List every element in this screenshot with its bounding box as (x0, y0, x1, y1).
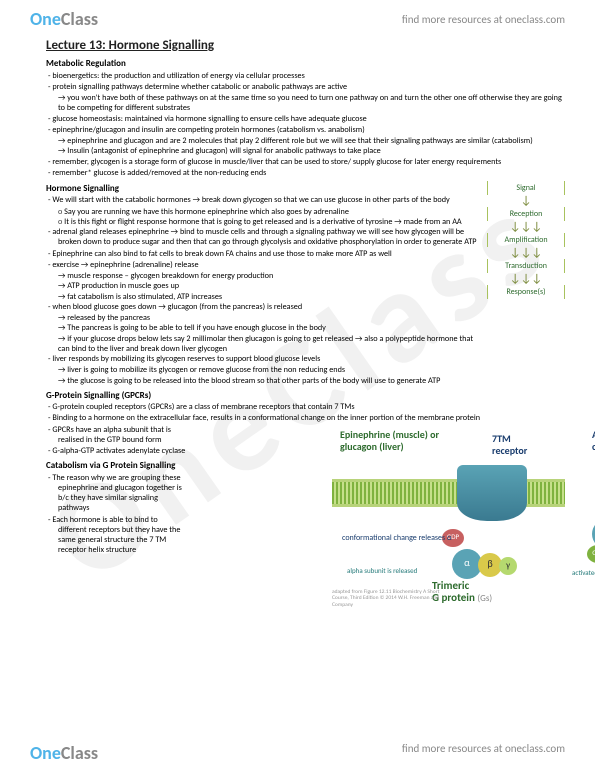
gp-b4: G-alpha-GTP activates adenylate cyclase (58, 446, 186, 456)
mr-b3: glucose homeostasis: maintained via horm… (58, 114, 565, 124)
mr-b4: epinephrine/glucagon and insulin are com… (58, 125, 565, 135)
signal-cascade: Signal ↓ Reception ↓↓↓ Amplification ↓↓↓… (487, 181, 565, 299)
hs-b4: exercise → epinephrine (adrenaline) rele… (58, 260, 481, 270)
footer-link[interactable]: find more resources at oneclass.com (402, 742, 565, 764)
dia-note4: activated (572, 569, 595, 578)
hs-b4b: ATP production in muscle goes up (46, 281, 481, 291)
hs-b6: liver responds by mobilizing its glycoge… (58, 354, 481, 364)
dia-rec: 7TM receptor (492, 433, 527, 458)
hs-b6b: the glucose is going to be released into… (46, 376, 481, 386)
hs-b5: when blood glucose goes down → glucagon … (58, 302, 481, 312)
dia-src: adapted from Figure 12.11 Biochemistry A… (332, 589, 442, 610)
receptor-shape (457, 465, 527, 521)
site-logo: OneClass (30, 8, 98, 30)
hs-c1: Say you are running we have this hormone… (70, 207, 481, 217)
mr-b1: bioenergetics: the production and utiliz… (58, 71, 565, 81)
arrow-icon: ↓ (487, 197, 565, 205)
sig-trans: Transduction (487, 259, 565, 273)
section-metabolic: Metabolic Regulation (46, 58, 565, 69)
hs-b5c: if your glucose drops below lets say 2 m… (46, 334, 481, 355)
mr-b5: remember, glycogen is a storage form of … (58, 157, 565, 167)
hs-b5b: The pancreas is going to be able to tell… (46, 323, 481, 333)
sig-reception: Reception (487, 207, 565, 221)
hs-b2: adrenal gland releases epinephrine → bin… (58, 227, 481, 248)
dia-note1: conformational change releases α (342, 533, 451, 543)
mr-b6: remember* glucose is added/removed at th… (58, 168, 565, 178)
gpcr-diagram: Epinephrine (muscle) or glucagon (liver)… (192, 429, 565, 604)
hs-b1: We will start with the catabolic hormone… (58, 195, 481, 205)
gtp-label: GTP (587, 545, 595, 563)
cat-b2: Each hormone is able to bind to differen… (58, 515, 186, 556)
arrow-icon: ↓↓↓ (487, 249, 565, 257)
gp-b3: GPCRs have an alpha subunit that is real… (58, 425, 186, 446)
hs-b4a: muscle response – glycogen breakdown for… (46, 271, 481, 281)
dia-note2: alpha subunit is released (347, 567, 417, 576)
section-cat: Catabolism via G Protein Signalling (46, 460, 186, 471)
page-content: Lecture 13: Hormone Signalling Metabolic… (0, 34, 595, 614)
mr-b4b: Insulin (antagonist of epinephrine and g… (46, 146, 565, 156)
membrane (332, 479, 565, 507)
sig-amp: Amplification (487, 233, 565, 247)
sig-resp: Response(s) (487, 285, 565, 299)
section-gp: G-Protein Signalling (GPCRs) (46, 390, 565, 401)
gp-b2: Binding to a hormone on the extracellula… (58, 413, 565, 423)
metabolic-list: bioenergetics: the production and utiliz… (46, 71, 565, 93)
hs-b5a: released by the pancreas (46, 313, 481, 323)
mr-b2a: you won't have both of these pathways on… (46, 93, 565, 114)
footer: OneClass find more resources at oneclass… (0, 742, 595, 764)
arrow-icon: ↓↓↓ (487, 223, 565, 231)
lecture-title: Lecture 13: Hormone Signalling (46, 38, 565, 54)
hs-b6a: liver is going to mobilize its glycogen … (46, 365, 481, 375)
mr-b4a: epinephrine and glucagon and are 2 molec… (46, 136, 565, 146)
trimeric-g: α β γ (452, 549, 517, 579)
hs-b3: Epinephrine can also bind to fat cells t… (58, 249, 481, 259)
logo-one: One (30, 8, 61, 30)
dia-title2: glucagon (liver) (340, 441, 404, 454)
section-hs: Hormone Signalling (46, 183, 481, 194)
hs-c2: It is this fight or flight response horm… (70, 217, 481, 227)
sig-signal: Signal (487, 181, 565, 195)
header-link[interactable]: find more resources at oneclass.com (402, 13, 565, 26)
mr-b2: protein signalling pathways determine wh… (58, 82, 565, 92)
header: OneClass find more resources at oneclass… (0, 0, 595, 34)
gamma-subunit: γ (499, 557, 517, 575)
cat-b1: The reason why we are grouping these epi… (58, 473, 186, 514)
arrow-icon: ↓↓↓ (487, 275, 565, 283)
hs-b4c: fat catabolism is also stimulated, ATP i… (46, 292, 481, 302)
logo-class: Class (61, 8, 98, 30)
footer-logo: OneClass (30, 742, 98, 764)
gp-b1: G-protein coupled receptors (GPCRs) are … (58, 402, 565, 412)
